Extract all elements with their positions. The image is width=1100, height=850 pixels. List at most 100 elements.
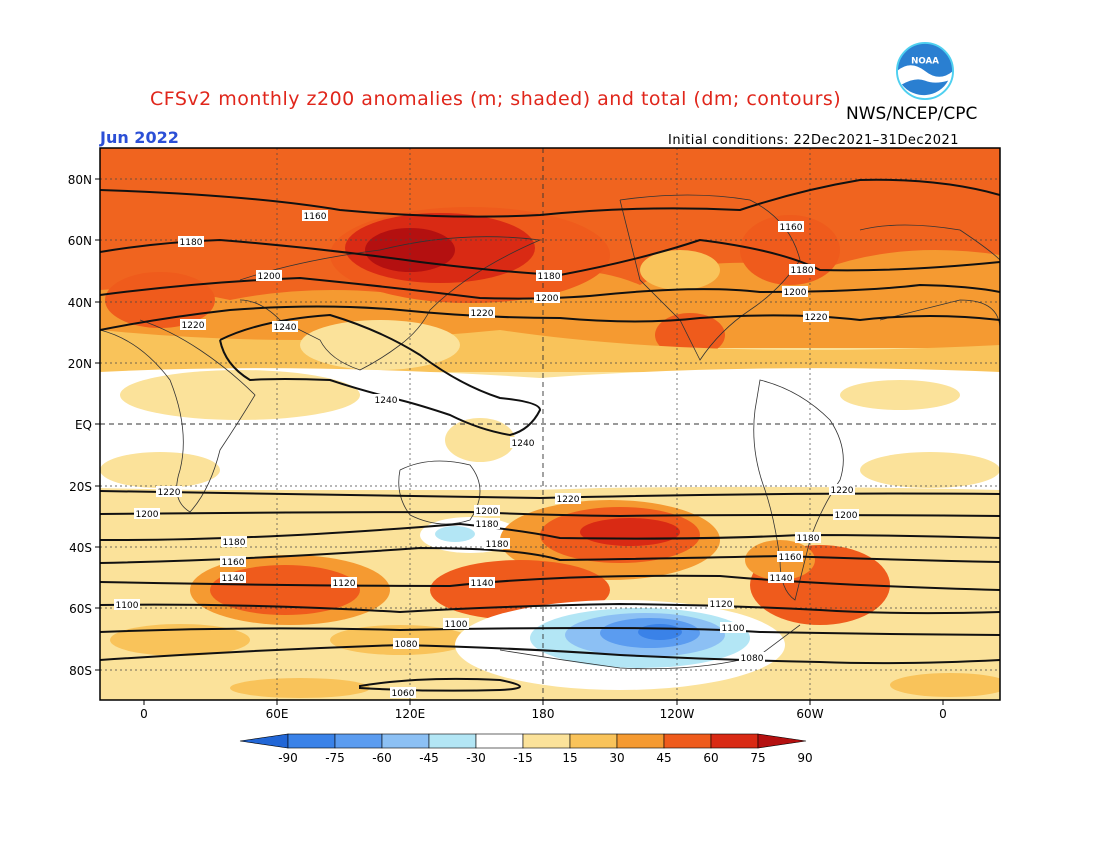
lon-labels: 0 60E 120E 180 120W 60W 0 bbox=[140, 707, 947, 721]
colorbar-tick-label: -45 bbox=[419, 751, 439, 765]
contour-label: 1200 bbox=[134, 508, 160, 520]
contour-label: 1080 bbox=[739, 652, 765, 664]
lon-label: 120W bbox=[660, 707, 695, 721]
svg-text:1140: 1140 bbox=[770, 574, 793, 584]
svg-text:1220: 1220 bbox=[805, 313, 828, 323]
svg-text:1180: 1180 bbox=[791, 266, 814, 276]
svg-text:1160: 1160 bbox=[779, 553, 802, 563]
svg-text:1100: 1100 bbox=[445, 620, 468, 630]
contour-label: 1220 bbox=[180, 319, 206, 331]
contour-label: 1060 bbox=[390, 687, 416, 699]
svg-text:1180: 1180 bbox=[797, 534, 820, 544]
svg-text:1200: 1200 bbox=[536, 294, 559, 304]
lon-label: 60W bbox=[796, 707, 823, 721]
colorbar-swatch bbox=[287, 733, 336, 749]
noaa-logo-icon: NOAA bbox=[896, 42, 954, 100]
svg-text:1200: 1200 bbox=[835, 511, 858, 521]
contour-labels: 1160 1180 1200 1220 1240 1180 1200 1220 … bbox=[114, 210, 859, 699]
svg-text:1180: 1180 bbox=[538, 272, 561, 282]
lat-label: 40N bbox=[68, 296, 92, 310]
colorbar-tick-label: 15 bbox=[562, 751, 577, 765]
svg-text:1240: 1240 bbox=[512, 439, 535, 449]
colorbar-tick-label: 75 bbox=[750, 751, 765, 765]
contour-label: 1240 bbox=[272, 321, 298, 333]
svg-text:1140: 1140 bbox=[222, 574, 245, 584]
contour-label: 1200 bbox=[782, 286, 808, 298]
svg-text:1060: 1060 bbox=[392, 689, 415, 699]
contour-label: 1140 bbox=[768, 572, 794, 584]
svg-text:1180: 1180 bbox=[223, 538, 246, 548]
lon-ticks bbox=[143, 700, 944, 705]
contour-label: 1100 bbox=[443, 618, 469, 630]
lat-label: 80N bbox=[68, 173, 92, 187]
colorbar-swatch bbox=[616, 733, 665, 749]
lat-label: 60S bbox=[69, 602, 92, 616]
contour-label: 1120 bbox=[708, 598, 734, 610]
contour-label: 1200 bbox=[256, 270, 282, 282]
contour-label: 1160 bbox=[220, 556, 246, 568]
noaa-logo-text: NOAA bbox=[911, 56, 939, 66]
contour-label: 1100 bbox=[114, 599, 140, 611]
contour-label: 1220 bbox=[803, 311, 829, 323]
svg-text:1200: 1200 bbox=[136, 510, 159, 520]
contour-label: 1160 bbox=[778, 221, 804, 233]
colorbar-tick-label: 30 bbox=[609, 751, 624, 765]
svg-text:1200: 1200 bbox=[476, 507, 499, 517]
contour-label: 1180 bbox=[536, 270, 562, 282]
svg-text:1240: 1240 bbox=[274, 323, 297, 333]
colorbar-tick-label: -90 bbox=[278, 751, 298, 765]
lon-label: 60E bbox=[266, 707, 289, 721]
contour-label: 1220 bbox=[156, 486, 182, 498]
colorbar-swatch bbox=[569, 733, 618, 749]
svg-text:1080: 1080 bbox=[395, 640, 418, 650]
svg-text:1240: 1240 bbox=[375, 396, 398, 406]
equator-dateline bbox=[100, 148, 1000, 700]
lat-label: EQ bbox=[75, 418, 92, 432]
lon-label: 120E bbox=[395, 707, 426, 721]
svg-text:1220: 1220 bbox=[471, 309, 494, 319]
chart-title: CFSv2 monthly z200 anomalies (m; shaded)… bbox=[150, 88, 842, 110]
svg-text:1160: 1160 bbox=[304, 212, 327, 222]
colorbar-swatch bbox=[381, 733, 430, 749]
colorbar-tick-label: 90 bbox=[797, 751, 812, 765]
svg-text:1120: 1120 bbox=[333, 579, 356, 589]
lon-label: 0 bbox=[140, 707, 148, 721]
contour-label: 1220 bbox=[469, 307, 495, 319]
colorbar-tick-label: -30 bbox=[466, 751, 486, 765]
contour-label: 1140 bbox=[469, 577, 495, 589]
contour-label: 1180 bbox=[221, 536, 247, 548]
contour-label: 1160 bbox=[302, 210, 328, 222]
svg-text:1100: 1100 bbox=[722, 624, 745, 634]
colorbar-tick-label: 60 bbox=[703, 751, 718, 765]
coastlines bbox=[100, 194, 1000, 670]
lat-label: 80S bbox=[69, 664, 92, 678]
lon-label: 0 bbox=[939, 707, 947, 721]
colorbar-tick-label: 45 bbox=[656, 751, 671, 765]
lat-label: 20N bbox=[68, 357, 92, 371]
contour-label: 1160 bbox=[777, 551, 803, 563]
lat-labels: 80N 60N 40N 20N EQ 20S 40S 60S 80S bbox=[68, 173, 92, 678]
colorbar-tick-label: -60 bbox=[372, 751, 392, 765]
contour-label: 1180 bbox=[795, 532, 821, 544]
lat-label: 40S bbox=[69, 541, 92, 555]
lat-label: 20S bbox=[69, 480, 92, 494]
contour-label: 1100 bbox=[720, 622, 746, 634]
contour-label: 1240 bbox=[373, 394, 399, 406]
colorbar-swatch bbox=[522, 733, 571, 749]
colorbar-tick-label: -15 bbox=[513, 751, 533, 765]
contour-label: 1180 bbox=[484, 538, 510, 550]
svg-text:1100: 1100 bbox=[116, 601, 139, 611]
svg-text:1220: 1220 bbox=[182, 321, 205, 331]
contour-label: 1200 bbox=[833, 509, 859, 521]
svg-text:1220: 1220 bbox=[831, 486, 854, 496]
contour-label: 1240 bbox=[510, 437, 536, 449]
contour-label: 1080 bbox=[393, 638, 419, 650]
svg-text:1080: 1080 bbox=[741, 654, 764, 664]
svg-text:1180: 1180 bbox=[476, 520, 499, 530]
svg-text:1120: 1120 bbox=[710, 600, 733, 610]
contour-label: 1120 bbox=[331, 577, 357, 589]
colorbar-swatch bbox=[475, 733, 524, 749]
contour-label: 1220 bbox=[555, 493, 581, 505]
colorbar-swatch bbox=[663, 733, 712, 749]
